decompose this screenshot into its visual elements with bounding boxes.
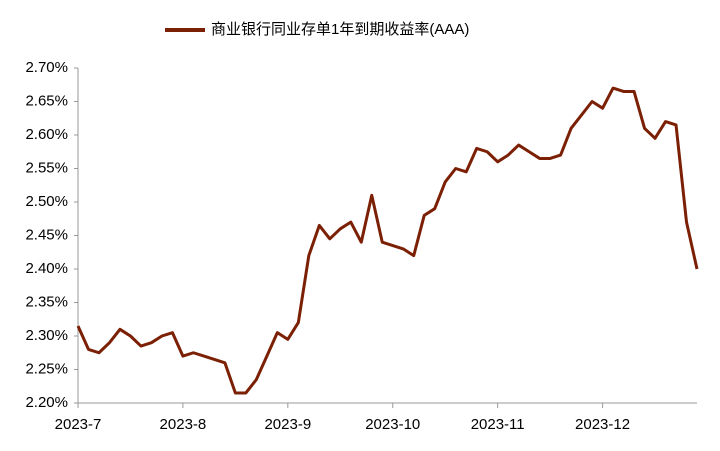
y-tick-label: 2.60% <box>25 126 68 143</box>
y-tick-label: 2.25% <box>25 360 68 377</box>
x-tick-label: 2023-11 <box>471 416 525 433</box>
x-tick-label: 2023-8 <box>160 416 207 433</box>
series-line <box>76 86 699 395</box>
x-tick-label: 2023-10 <box>365 416 420 433</box>
legend-label: 商业银行同业存单1年到期收益率(AAA) <box>211 21 469 38</box>
y-tick-label: 2.55% <box>25 159 68 176</box>
y-tick-label: 2.35% <box>25 293 68 310</box>
y-tick-label: 2.65% <box>25 92 68 109</box>
y-tick-label: 2.50% <box>25 193 68 210</box>
x-tick-label: 2023-7 <box>55 416 102 433</box>
x-tick-label: 2023-9 <box>264 416 311 433</box>
y-tick-label: 2.30% <box>25 327 68 344</box>
y-tick-label: 2.70% <box>25 59 68 76</box>
y-tick-label: 2.45% <box>25 226 68 243</box>
y-tick-label: 2.40% <box>25 260 68 277</box>
x-tick-label: 2023-12 <box>575 416 630 433</box>
y-tick-label: 2.20% <box>25 394 68 411</box>
